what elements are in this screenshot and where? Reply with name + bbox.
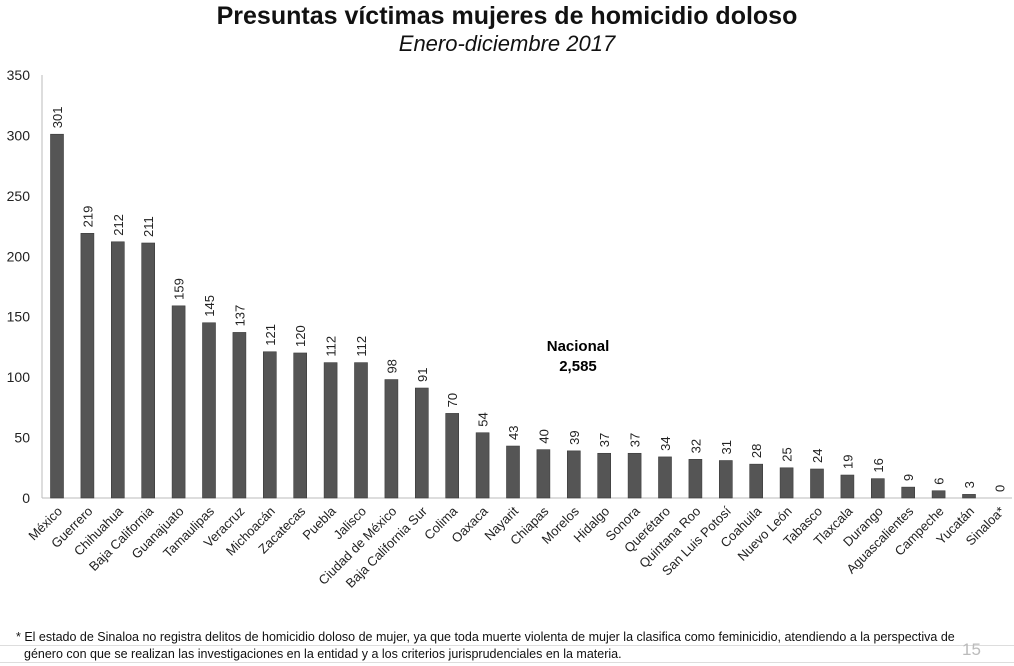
chart-title: Presuntas víctimas mujeres de homicidio …: [216, 2, 798, 30]
bar: [323, 362, 338, 499]
bar: [627, 452, 642, 499]
data-label: 25: [780, 447, 795, 461]
bar: [536, 449, 551, 499]
data-label: 120: [293, 325, 308, 347]
bar: [475, 432, 490, 499]
bar: [840, 474, 855, 499]
bar: [718, 460, 733, 499]
bar: [171, 305, 186, 499]
y-tick-label: 150: [7, 309, 31, 325]
y-tick-label: 200: [7, 248, 31, 264]
bar: [354, 362, 368, 499]
data-label: 112: [324, 336, 339, 357]
bar: [202, 322, 216, 499]
data-label: 0: [992, 485, 1007, 492]
footnote-line-2: género con que se realizan las investiga…: [24, 647, 622, 661]
bar: [931, 490, 946, 499]
bar: [50, 133, 64, 499]
data-label: 121: [263, 324, 278, 346]
data-label: 159: [172, 278, 187, 300]
bar: [80, 233, 95, 499]
bar: [901, 486, 916, 499]
y-tick-label: 0: [22, 490, 30, 506]
y-tick-label: 350: [7, 67, 31, 83]
bar: [870, 478, 885, 499]
data-label: 112: [354, 336, 369, 357]
bar: [384, 379, 399, 499]
bar: [111, 241, 125, 499]
data-label: 16: [871, 458, 886, 472]
chart-subtitle: Enero-diciembre 2017: [398, 31, 616, 56]
bar: [658, 456, 672, 499]
data-label: 137: [232, 305, 247, 327]
bar: [810, 468, 824, 499]
bar: [779, 467, 794, 499]
bar: [293, 352, 308, 499]
data-label: 98: [384, 359, 399, 373]
data-label: 37: [597, 433, 612, 447]
national-value: 2,585: [559, 358, 597, 375]
data-label: 70: [445, 393, 460, 407]
bar: [597, 452, 612, 499]
data-label: 43: [506, 426, 521, 440]
bar: [506, 445, 520, 499]
bar: [749, 463, 764, 499]
data-label: 28: [749, 444, 764, 458]
divider: [0, 645, 1014, 646]
y-tick-label: 300: [7, 127, 31, 143]
data-label: 32: [688, 439, 703, 453]
data-label: 37: [628, 433, 643, 447]
data-label: 34: [658, 436, 673, 450]
national-label: Nacional: [547, 338, 610, 355]
data-label: 31: [719, 440, 734, 454]
data-label: 3: [962, 481, 977, 488]
y-tick-label: 100: [7, 369, 31, 385]
data-label: 24: [810, 449, 825, 463]
page-number: 15: [962, 640, 981, 659]
bar: [141, 242, 155, 499]
data-label: 19: [840, 455, 855, 469]
data-label: 212: [111, 214, 126, 236]
data-label: 145: [202, 295, 217, 317]
data-label: 301: [50, 107, 65, 129]
bar: [445, 413, 460, 499]
bar: [566, 450, 581, 499]
bar: [414, 387, 429, 499]
bar: [232, 332, 247, 499]
data-label: 9: [901, 474, 916, 481]
x-tick-label: Puebla: [299, 503, 339, 543]
bar: [688, 459, 703, 499]
data-label: 54: [476, 412, 491, 426]
y-tick-label: 50: [14, 430, 30, 446]
bar: [262, 351, 277, 499]
divider: [0, 662, 1014, 663]
data-label: 211: [141, 216, 156, 237]
data-label: 39: [567, 430, 582, 444]
data-label: 219: [80, 206, 95, 228]
y-tick-label: 250: [7, 188, 31, 204]
data-label: 6: [932, 478, 947, 485]
data-label: 40: [536, 429, 551, 443]
footnote-line-1: * El estado de Sinaloa no registra delit…: [16, 630, 955, 644]
bar: [962, 494, 976, 499]
data-label: 91: [415, 368, 430, 382]
